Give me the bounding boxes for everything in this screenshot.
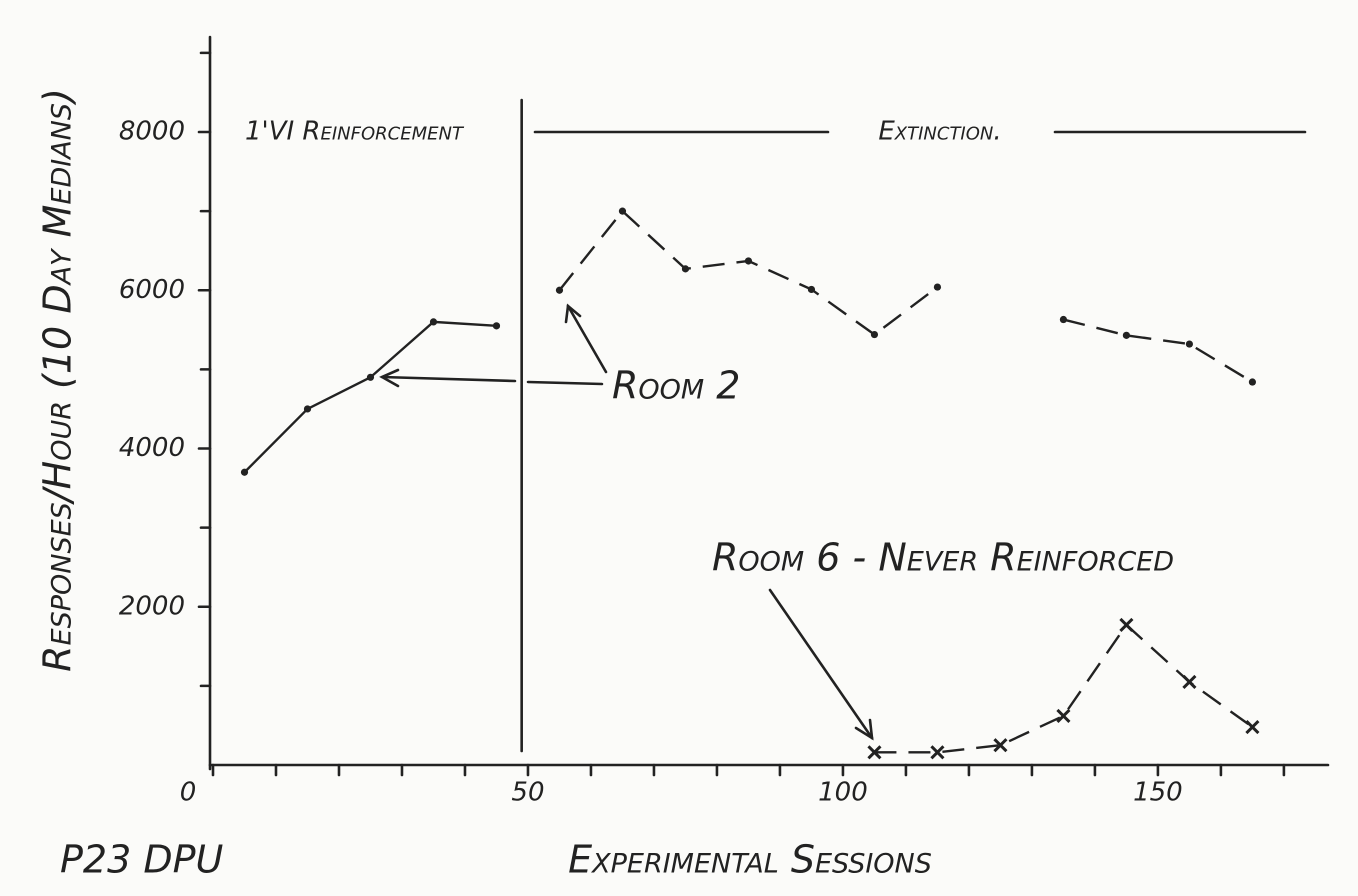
point	[240, 468, 249, 476]
footnote: P23 DPU	[60, 838, 224, 882]
x-tick-label: 100	[818, 778, 868, 808]
point	[366, 373, 375, 381]
series-line	[558, 209, 939, 337]
point	[1245, 719, 1260, 735]
point	[429, 318, 438, 326]
point	[492, 322, 501, 330]
point	[933, 283, 942, 291]
point	[993, 738, 1008, 753]
point	[1182, 674, 1197, 689]
point	[1185, 340, 1194, 348]
point	[870, 330, 879, 339]
point	[744, 257, 753, 265]
point	[618, 207, 627, 215]
y-tick-label: 8000	[119, 117, 185, 147]
annotation: Room 6 - Never Reinforced	[712, 536, 1174, 580]
phase-label: 1'VI Reinforcement	[245, 117, 465, 147]
series-line	[874, 623, 1254, 754]
series-line	[243, 320, 497, 474]
annotation-arrows	[379, 303, 874, 741]
point	[1056, 708, 1071, 724]
point	[303, 405, 312, 413]
annotation: Room 2	[612, 364, 740, 408]
point	[1119, 617, 1134, 633]
y-tick-label: 6000	[119, 275, 185, 305]
point	[555, 286, 564, 294]
point	[930, 745, 945, 760]
series-line	[1063, 318, 1254, 384]
y-axis-label: Responses/Hour (10 Day Medians)	[36, 88, 80, 672]
point	[867, 745, 882, 760]
y-tick-label: 2000	[119, 591, 185, 621]
x-tick-label: 0	[180, 778, 197, 808]
x-tick-label: 150	[1133, 778, 1183, 808]
point	[807, 285, 816, 294]
point	[1248, 378, 1257, 386]
phase-label: Extinction.	[878, 117, 1001, 147]
point	[1122, 331, 1131, 339]
y-tick-label: 4000	[119, 433, 185, 463]
point	[1059, 315, 1068, 324]
x-axis-label: Experimental Sessions	[568, 838, 932, 882]
point	[681, 265, 690, 273]
x-tick-label: 50	[511, 778, 544, 808]
